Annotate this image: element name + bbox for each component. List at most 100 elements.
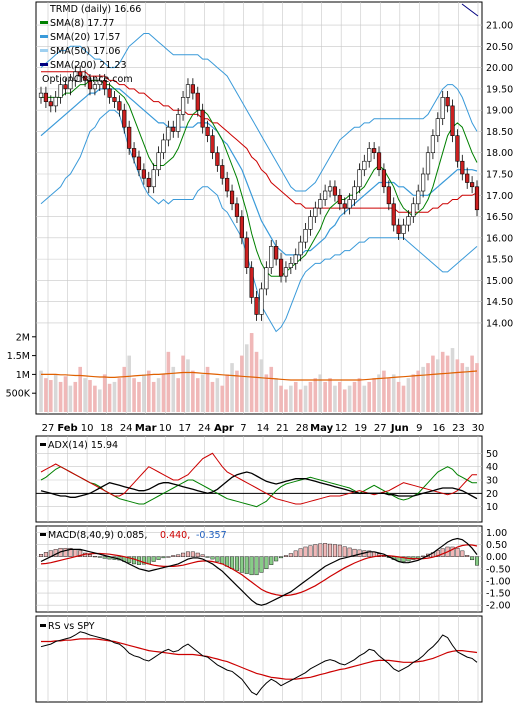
candle-body — [161, 139, 166, 154]
legend-label-0: TRMD (daily) 16.66 — [49, 4, 141, 15]
candle-body — [401, 224, 406, 234]
volume-bar — [323, 381, 327, 412]
macd-histogram-bar — [176, 554, 181, 557]
volume-bar — [142, 374, 146, 412]
macd-histogram-bar — [166, 556, 171, 558]
macd-histogram-bar — [298, 548, 303, 557]
macd-histogram-bar — [308, 545, 313, 557]
legend-swatch-sma20 — [40, 35, 48, 38]
volume-bar — [475, 363, 479, 412]
volume-bar — [88, 380, 92, 412]
volume-bar — [240, 355, 244, 412]
volume-ma-line — [41, 370, 478, 381]
x-tick-label: 10 — [81, 423, 94, 434]
candle-body — [430, 135, 436, 154]
volume-bar — [367, 381, 372, 412]
x-tick-label: 17 — [178, 423, 191, 434]
macd-signal-line — [40, 544, 478, 597]
macd-histogram-bar — [435, 550, 440, 557]
macd-histogram-bar — [190, 551, 195, 557]
candle-body — [156, 152, 161, 171]
candle-body — [215, 152, 220, 166]
volume-bar — [151, 381, 156, 412]
macd-histogram-bar — [347, 547, 352, 557]
candle-body — [337, 194, 342, 205]
macd-histogram-bar — [97, 556, 102, 558]
minus-di-line — [40, 452, 477, 505]
candle-body — [146, 177, 151, 188]
x-tick-label: Feb — [57, 423, 77, 434]
volume-bar — [377, 374, 381, 412]
volume-bar — [333, 385, 337, 412]
price-tick-label: 18.00 — [486, 148, 513, 159]
volume-bar — [195, 378, 200, 412]
legend-swatch-sma200 — [40, 63, 48, 66]
macd-histogram-bar — [264, 556, 269, 569]
sma200-line — [461, 3, 479, 17]
candle-body — [53, 97, 58, 107]
candle-body — [278, 258, 284, 277]
macd-histogram-bar — [244, 556, 249, 574]
price-tick-label: 19.00 — [486, 106, 513, 117]
macd-histogram-bar — [205, 556, 210, 558]
macd-histogram-bar — [141, 556, 146, 565]
macd-histogram-bar — [475, 556, 480, 566]
legend-label-2: SMA(20) 17.57 — [50, 32, 120, 43]
macd-histogram-bar — [68, 547, 73, 557]
candle-body — [176, 114, 181, 132]
candle-body — [180, 97, 186, 115]
volume-bar — [470, 355, 474, 412]
macd-histogram-bar — [102, 556, 107, 559]
macd-histogram-bar — [92, 555, 97, 558]
candle-body — [58, 84, 63, 98]
x-tick-label: 7 — [240, 423, 246, 434]
volume-bar — [161, 374, 166, 412]
price-tick-label: 20.00 — [486, 63, 513, 74]
macd-histogram-bar — [78, 550, 83, 557]
candle-body — [107, 88, 112, 98]
candle-body — [151, 169, 156, 188]
macd-histogram-bar — [43, 552, 48, 557]
price-panel-frame — [35, 1, 483, 415]
candle-body — [102, 80, 107, 90]
macd-histogram-bar — [450, 546, 455, 557]
candle-body — [298, 241, 303, 256]
volume-bar — [97, 389, 102, 412]
x-tick-label: 27 — [374, 423, 387, 434]
volume-tick-label: 1.5M — [7, 351, 30, 362]
lower-panels — [36, 452, 482, 696]
price-tick-label: 18.50 — [486, 127, 513, 138]
candle-body — [323, 190, 328, 200]
macd-histogram-bar — [313, 544, 318, 557]
rs-label: RS vs SPY — [48, 621, 95, 632]
adx-legend: ADX(14) 15.94 — [40, 440, 118, 451]
macd-histogram-bar — [332, 544, 337, 557]
volume-bar — [53, 374, 58, 412]
volume-bar — [63, 376, 68, 412]
candle-body — [234, 203, 240, 217]
volume-bar — [122, 366, 127, 412]
volume-bar — [338, 381, 342, 412]
volume-bar — [293, 381, 298, 412]
candle-body — [92, 84, 97, 90]
candle-body — [269, 246, 274, 268]
rs-ma-line — [41, 638, 478, 680]
volume-bar — [48, 380, 53, 412]
bollinger-upper-line — [40, 33, 478, 192]
candle-body — [249, 267, 254, 298]
volume-bar — [78, 366, 82, 412]
volume-bar — [39, 370, 43, 412]
volume-bar — [372, 378, 376, 412]
adx-line — [40, 471, 478, 500]
volume-bar — [244, 344, 249, 412]
volume-bar — [308, 381, 313, 412]
candle-body — [425, 152, 431, 175]
candle-body — [381, 169, 387, 188]
macd-histogram-bar — [249, 556, 254, 576]
volume-bar — [347, 385, 352, 412]
volume-bar — [431, 355, 435, 412]
volume-bar — [200, 374, 205, 412]
candle-body — [318, 199, 323, 209]
candle-body — [274, 246, 279, 260]
candle-body — [97, 80, 102, 85]
